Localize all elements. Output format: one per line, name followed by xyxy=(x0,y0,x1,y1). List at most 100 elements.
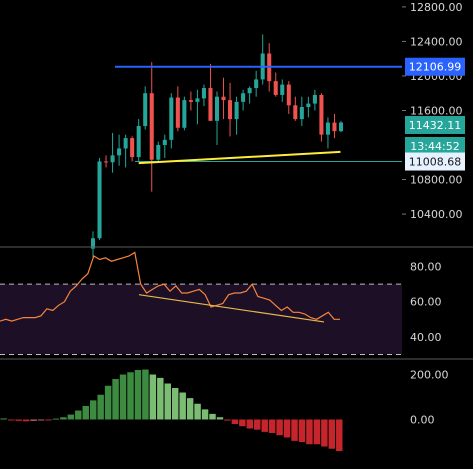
candle-body xyxy=(280,84,285,95)
price-pane xyxy=(90,6,406,258)
candle-body xyxy=(319,94,324,135)
candle-body xyxy=(201,88,206,99)
momentum-bar xyxy=(268,419,276,433)
candle-body xyxy=(136,126,141,158)
momentum-bar xyxy=(97,394,104,420)
momentum-bar xyxy=(194,403,201,420)
momentum-bar xyxy=(179,392,186,420)
momentum-bar xyxy=(283,419,291,438)
candle-body xyxy=(338,122,344,132)
momentum-tick-label: 200.00 xyxy=(410,369,449,382)
candle-body xyxy=(130,138,135,158)
price-level-tag: 12106.99 xyxy=(405,57,465,76)
momentum-bar xyxy=(291,419,298,441)
momentum-bar xyxy=(164,383,171,420)
momentum-bar xyxy=(60,417,67,420)
momentum-bar xyxy=(306,419,313,445)
candle-body xyxy=(332,122,337,132)
candle-body xyxy=(143,93,148,127)
candle-body xyxy=(228,100,233,120)
candle-body xyxy=(162,139,167,146)
momentum-bar xyxy=(52,418,60,420)
momentum-bar xyxy=(276,419,283,436)
momentum-bar xyxy=(0,418,7,420)
momentum-bar xyxy=(313,419,321,445)
candle-body xyxy=(299,107,304,120)
momentum-bar xyxy=(261,419,268,432)
price-level-tag-bg xyxy=(405,152,465,171)
price-tick-label: 12800.00 xyxy=(410,1,463,14)
momentum-bar xyxy=(209,413,216,420)
price-level-tag: 11008.68 xyxy=(405,152,465,171)
candle-body xyxy=(214,96,220,121)
momentum-bar xyxy=(157,377,164,420)
momentum-bar xyxy=(149,374,157,420)
momentum-bar xyxy=(336,419,343,451)
candle-body xyxy=(175,97,180,128)
momentum-bar xyxy=(224,419,231,421)
momentum-bar xyxy=(45,419,52,421)
rsi-tick-label: 40.00 xyxy=(410,331,442,344)
rsi-tick-label: 60.00 xyxy=(410,296,442,309)
candle-body xyxy=(169,97,174,140)
momentum-bar xyxy=(246,419,254,429)
momentum-bar xyxy=(321,419,328,447)
candle-body xyxy=(149,93,154,160)
price-tick-label: 10400.00 xyxy=(410,208,463,221)
momentum-pane xyxy=(0,369,343,451)
momentum-bar xyxy=(231,419,239,424)
price-level-tag-label: 11008.68 xyxy=(409,156,462,169)
rsi-pane xyxy=(0,251,402,355)
momentum-bar xyxy=(75,410,82,420)
candle-body xyxy=(221,96,226,101)
candle-body xyxy=(97,161,102,239)
momentum-bar xyxy=(119,374,127,420)
price-level-tag-bg xyxy=(405,57,465,76)
support-trendline[interactable] xyxy=(138,150,341,165)
price-tick-label: 12400.00 xyxy=(410,35,463,48)
candle-body xyxy=(293,105,298,120)
candle-body xyxy=(273,81,278,95)
momentum-axis: 200.00 0.00 xyxy=(410,369,449,427)
momentum-bar xyxy=(112,379,119,420)
price-level-tag: 13:44:52 xyxy=(405,136,465,155)
candle-body xyxy=(90,238,96,249)
momentum-bar xyxy=(82,406,89,420)
momentum-bar xyxy=(239,419,246,427)
candle-body xyxy=(110,155,115,163)
price-level-tag-label: 13:44:52 xyxy=(410,140,459,153)
momentum-bar xyxy=(67,414,75,420)
momentum-bar xyxy=(201,409,209,420)
momentum-bar xyxy=(186,398,194,420)
momentum-bar xyxy=(37,419,45,421)
candle-body xyxy=(312,94,317,104)
candle-body xyxy=(182,100,187,128)
price-level-tag-label: 11432.11 xyxy=(409,119,462,132)
momentum-bar xyxy=(7,419,15,421)
candle-body xyxy=(241,93,246,102)
candle-body xyxy=(195,98,200,102)
momentum-bar xyxy=(104,385,112,420)
candle-body xyxy=(117,148,122,156)
momentum-bar xyxy=(142,369,149,420)
momentum-bar xyxy=(127,372,134,420)
price-level-tag-label: 12106.99 xyxy=(409,61,462,74)
momentum-bar xyxy=(30,419,37,421)
candle-body xyxy=(188,100,193,102)
price-level-tag: 11432.11 xyxy=(405,115,465,134)
rsi-trendline[interactable] xyxy=(138,294,325,323)
candle-body xyxy=(247,88,252,94)
candle-body xyxy=(325,122,330,135)
candle-body xyxy=(104,161,109,163)
rsi-band-fill xyxy=(0,284,402,355)
candle-body xyxy=(123,138,128,149)
momentum-tick-label: 0.00 xyxy=(410,414,435,427)
price-candles xyxy=(90,34,344,258)
rsi-axis: 80.00 60.00 40.00 xyxy=(410,261,442,344)
candle-body xyxy=(156,145,161,160)
rsi-line xyxy=(0,251,340,322)
candle-body xyxy=(208,88,213,121)
candle-body xyxy=(254,79,259,89)
price-level-tag-bg xyxy=(405,136,465,155)
price-axis: 12800.0012400.0012000.0011600.0010800.00… xyxy=(405,1,465,221)
